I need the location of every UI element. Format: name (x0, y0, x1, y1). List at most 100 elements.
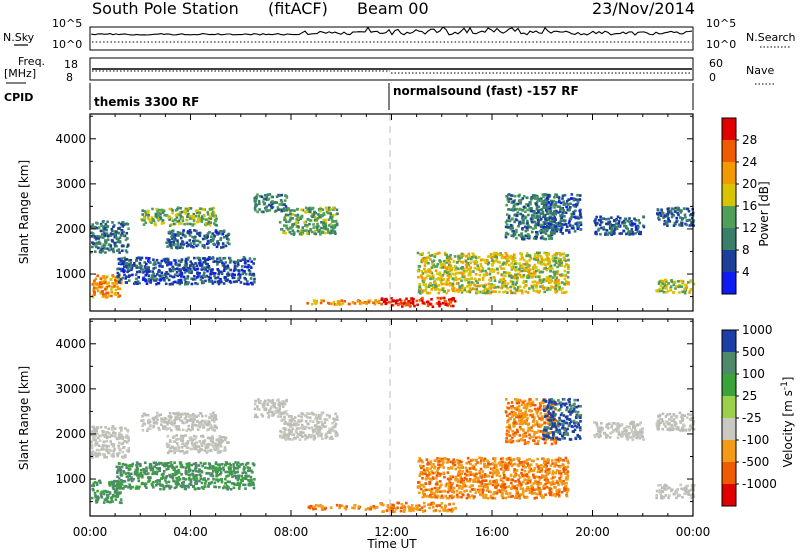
velocity-cell-6 (145, 469, 148, 472)
velocity-cell-3 (217, 446, 220, 449)
velocity-cell-6 (191, 469, 195, 473)
velocity-cell-0 (99, 481, 102, 485)
power-cell-1 (98, 250, 102, 254)
power-cell-6 (205, 266, 208, 269)
power-cell-14 (661, 289, 664, 292)
velocity-cell-1 (98, 434, 101, 438)
power-cell-1 (90, 251, 93, 254)
power-cell-5 (299, 217, 302, 220)
power-cell-5 (319, 215, 322, 219)
velocity-cell-8 (440, 502, 444, 505)
velocity-cell-5 (317, 421, 320, 424)
power-cell-5 (324, 227, 328, 231)
power-cell-9 (468, 277, 471, 281)
power-cell-9 (444, 253, 447, 256)
velocity-cell-1 (94, 453, 98, 456)
power-cell-9 (446, 277, 449, 281)
power-cell-2 (195, 211, 199, 215)
velocity-cell-1 (107, 448, 111, 452)
velocity-cell-6 (162, 472, 165, 476)
power-cell-14 (681, 280, 685, 283)
power-cell-9 (428, 275, 432, 278)
power-cell-10 (539, 231, 543, 235)
velocity-cell-3 (192, 434, 196, 438)
velocity-cell-6 (217, 468, 220, 472)
power-cell-9 (448, 266, 452, 270)
velocity-cell-6 (219, 471, 223, 474)
power-cell-3 (207, 241, 211, 245)
power-cell-9 (563, 291, 567, 294)
power-cell-1 (126, 237, 129, 240)
velocity-cell-6 (120, 473, 124, 476)
velocity-cell-6 (224, 463, 227, 467)
power-cell-10 (506, 232, 510, 236)
velocity-cell-8 (452, 502, 455, 506)
power-cell-0 (104, 278, 107, 282)
power-cell-9 (564, 259, 568, 263)
power-cell-9 (505, 257, 509, 261)
velocity-cell-6 (116, 469, 119, 473)
power-cell-0 (117, 295, 120, 298)
power-cell-6 (138, 270, 142, 274)
power-cell-7 (356, 300, 360, 303)
power-cell-7 (306, 302, 309, 305)
velocity-cell-6 (174, 482, 178, 486)
power-cell-9 (532, 280, 536, 284)
power-cell-9 (456, 277, 459, 281)
power-cell-1 (115, 244, 118, 248)
velocity-cell-6 (122, 470, 125, 473)
power-cell-8 (442, 296, 446, 300)
power-cell-10 (535, 205, 539, 209)
power-cell-1 (126, 222, 130, 226)
power-cell-5 (333, 230, 337, 233)
velocity-cell-1 (95, 429, 99, 432)
power-cell-11 (577, 221, 580, 224)
velocity-cell-6 (189, 480, 193, 484)
power-cell-12 (637, 219, 640, 222)
power-cell-14 (664, 278, 668, 282)
power-cell-8 (403, 302, 406, 305)
power-cell-8 (448, 298, 451, 302)
velocity-cell-6 (130, 464, 134, 467)
power-cell-9 (528, 254, 531, 257)
power-cell-9 (478, 273, 481, 277)
power-cell-10 (539, 199, 543, 202)
power-cell-12 (615, 225, 619, 229)
velocity-cell-6 (194, 468, 197, 471)
power-cell-4 (283, 203, 286, 206)
power-cell-9 (456, 271, 459, 275)
velocity-cell-2 (174, 416, 177, 419)
power-cell-12 (599, 223, 602, 227)
power-cell-6 (233, 267, 237, 270)
power-cell-9 (477, 284, 480, 288)
power-cell-6 (134, 259, 138, 262)
velocity-cell-8 (410, 504, 414, 507)
velocity-cell-5 (323, 421, 327, 424)
velocity-cell-3 (194, 447, 198, 451)
power-cell-9 (560, 291, 564, 294)
power-cell-6 (147, 279, 150, 283)
power-cell-6 (228, 257, 232, 260)
power-cell-9 (526, 291, 530, 294)
velocity-cell-0 (98, 479, 101, 483)
power-cell-2 (184, 207, 188, 211)
power-cell-10 (522, 205, 526, 209)
power-cell-10 (537, 223, 540, 227)
velocity-cell-2 (187, 424, 190, 428)
power-cell-9 (458, 288, 462, 292)
power-cell-11 (572, 212, 576, 215)
power-cell-9 (483, 291, 486, 295)
velocity-cell-6 (207, 477, 210, 481)
power-cell-9 (541, 284, 544, 288)
power-cell-6 (237, 269, 241, 273)
velocity-cell-6 (172, 468, 176, 471)
power-cell-1 (118, 240, 122, 243)
power-cell-3 (165, 241, 168, 244)
power-cell-9 (463, 288, 466, 292)
cbar-segment-7 (722, 118, 736, 140)
power-cell-9 (464, 260, 468, 263)
power-cell-12 (637, 230, 640, 233)
velocity-cell-6 (184, 469, 188, 472)
power-cell-1 (116, 240, 119, 244)
power-cell-5 (312, 213, 316, 217)
